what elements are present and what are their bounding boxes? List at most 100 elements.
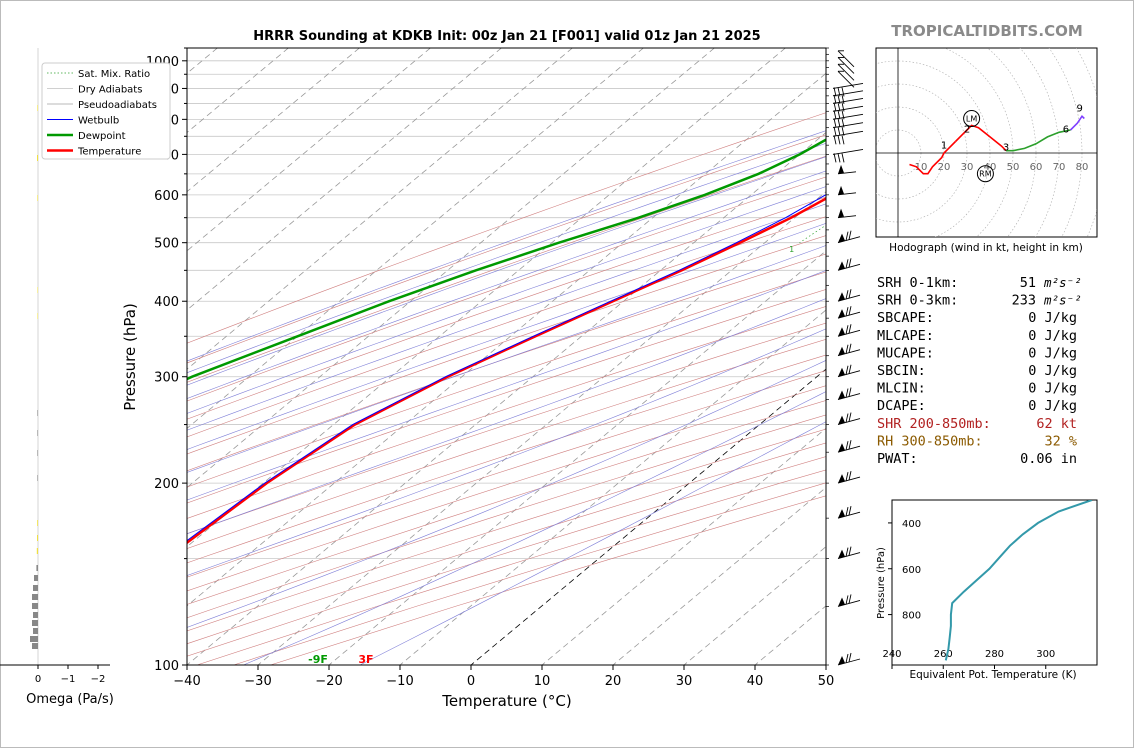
theta-e-profile [944,500,1093,661]
omega-bar [32,594,38,600]
barb-feather [845,653,849,664]
wind-barb [837,208,857,219]
x-tick-label: 40 [747,674,764,689]
stat-value: 51 [1020,275,1036,291]
moist-adiabat [187,156,826,386]
stat-label: SBCAPE: [877,310,934,326]
isotherm-line [612,486,826,665]
barb-staff [837,57,855,74]
omega-bar [37,520,38,526]
barb-feather [841,87,845,97]
barb-feather [848,324,852,334]
barb-feather [845,325,849,335]
stat-value: 233 [1012,293,1036,309]
barb-feather [841,126,845,136]
moist-adiabat [187,130,826,362]
wind-barb [837,185,857,196]
moist-adiabat [187,223,826,450]
dry-adiabat [187,253,826,472]
stat-label: MUCAPE: [877,345,934,361]
legend-label: Dewpoint [78,131,126,142]
barb-flag [838,185,844,195]
omega-bar [32,643,38,649]
theta-e-xtick-label: 260 [934,649,953,660]
hodograph-ring-label: 10 [915,162,928,173]
barb-feather [845,507,849,517]
hodograph-trace [909,140,957,175]
moist-adiabat [187,170,826,399]
wind-barb [832,130,864,145]
dry-adiabat [187,176,826,402]
legend-label: Temperature [77,147,141,158]
x-tick-label: −20 [315,674,342,689]
barb-feather [845,307,849,317]
wind-barb [837,324,861,337]
dry-adiabat [187,370,826,578]
stat-unit: m²s⁻² [1043,293,1082,308]
theta-e-xtick-label: 300 [1036,649,1055,660]
dry-adiabat [187,134,826,364]
wind-barb [837,70,855,88]
moist-adiabat [187,298,826,535]
barb-feather [848,652,852,663]
stat-unit: m²s⁻² [1043,275,1082,290]
isotherm-line [683,546,826,665]
wind-barb [832,148,864,163]
barb-feather [848,364,852,374]
omega-bar [37,313,38,319]
barb-feather [848,594,852,604]
wind-barb [832,90,864,104]
stat-label: DCAPE: [877,398,926,414]
isotherm-line [187,48,360,193]
hodograph-height-label: 6 [1063,124,1069,135]
omega-bar [33,628,38,634]
legend-label: Wetbulb [78,116,119,127]
y-axis-label: Pressure (hPa) [121,303,139,411]
barb-feather [845,344,849,354]
x-tick-label: 10 [534,674,551,689]
stat-value: 0 J/kg [1028,328,1077,344]
barb-feather [837,153,841,163]
moist-adiabat [187,203,826,431]
hodograph-ring-label: 50 [1007,162,1020,173]
x-tick-label: 30 [676,674,693,689]
dry-adiabat [187,196,826,420]
legend-box [41,62,171,160]
theta-e-xlabel: Equivalent Pot. Temperature (K) [909,669,1076,681]
barb-flag [838,415,845,425]
hodograph-caption: Hodograph (wind in kt, height in km) [889,242,1083,254]
omega-bar [37,430,38,436]
barb-feather [848,289,852,299]
barb-flag [838,656,845,665]
wind-barb [837,343,861,357]
stat-value: 0 J/kg [1028,381,1077,397]
barb-flag [838,309,845,319]
storm-motion-marker [976,165,994,183]
hodograph-trace [1006,129,1071,152]
omega-bar [37,155,38,161]
wind-barb [832,122,864,136]
dry-adiabat [187,306,826,519]
moist-adiabat [187,360,826,628]
surface-labels: -9F 3F [308,653,373,666]
series-temperature [187,197,826,545]
omega-bar [33,612,38,618]
hodograph-trace [1069,114,1085,131]
x-axis-label: Temperature (°C) [441,692,571,710]
omega-tick-label: −2 [91,674,106,685]
moist-adiabat [187,186,826,414]
barb-flag [838,261,845,271]
omega-bar [32,603,38,609]
hodograph-ring-label: 60 [1030,162,1043,173]
wind-barb [837,364,861,378]
isotherm-line [187,48,715,489]
stat-value: 0 J/kg [1028,310,1077,326]
barb-feather [833,94,837,104]
dry-adiabat [187,354,826,564]
barb-feather [845,231,849,241]
hodograph-trace [954,124,1007,152]
barb-feather [848,506,852,516]
theta-e-frame [891,499,1098,666]
wind-barb [837,56,855,74]
